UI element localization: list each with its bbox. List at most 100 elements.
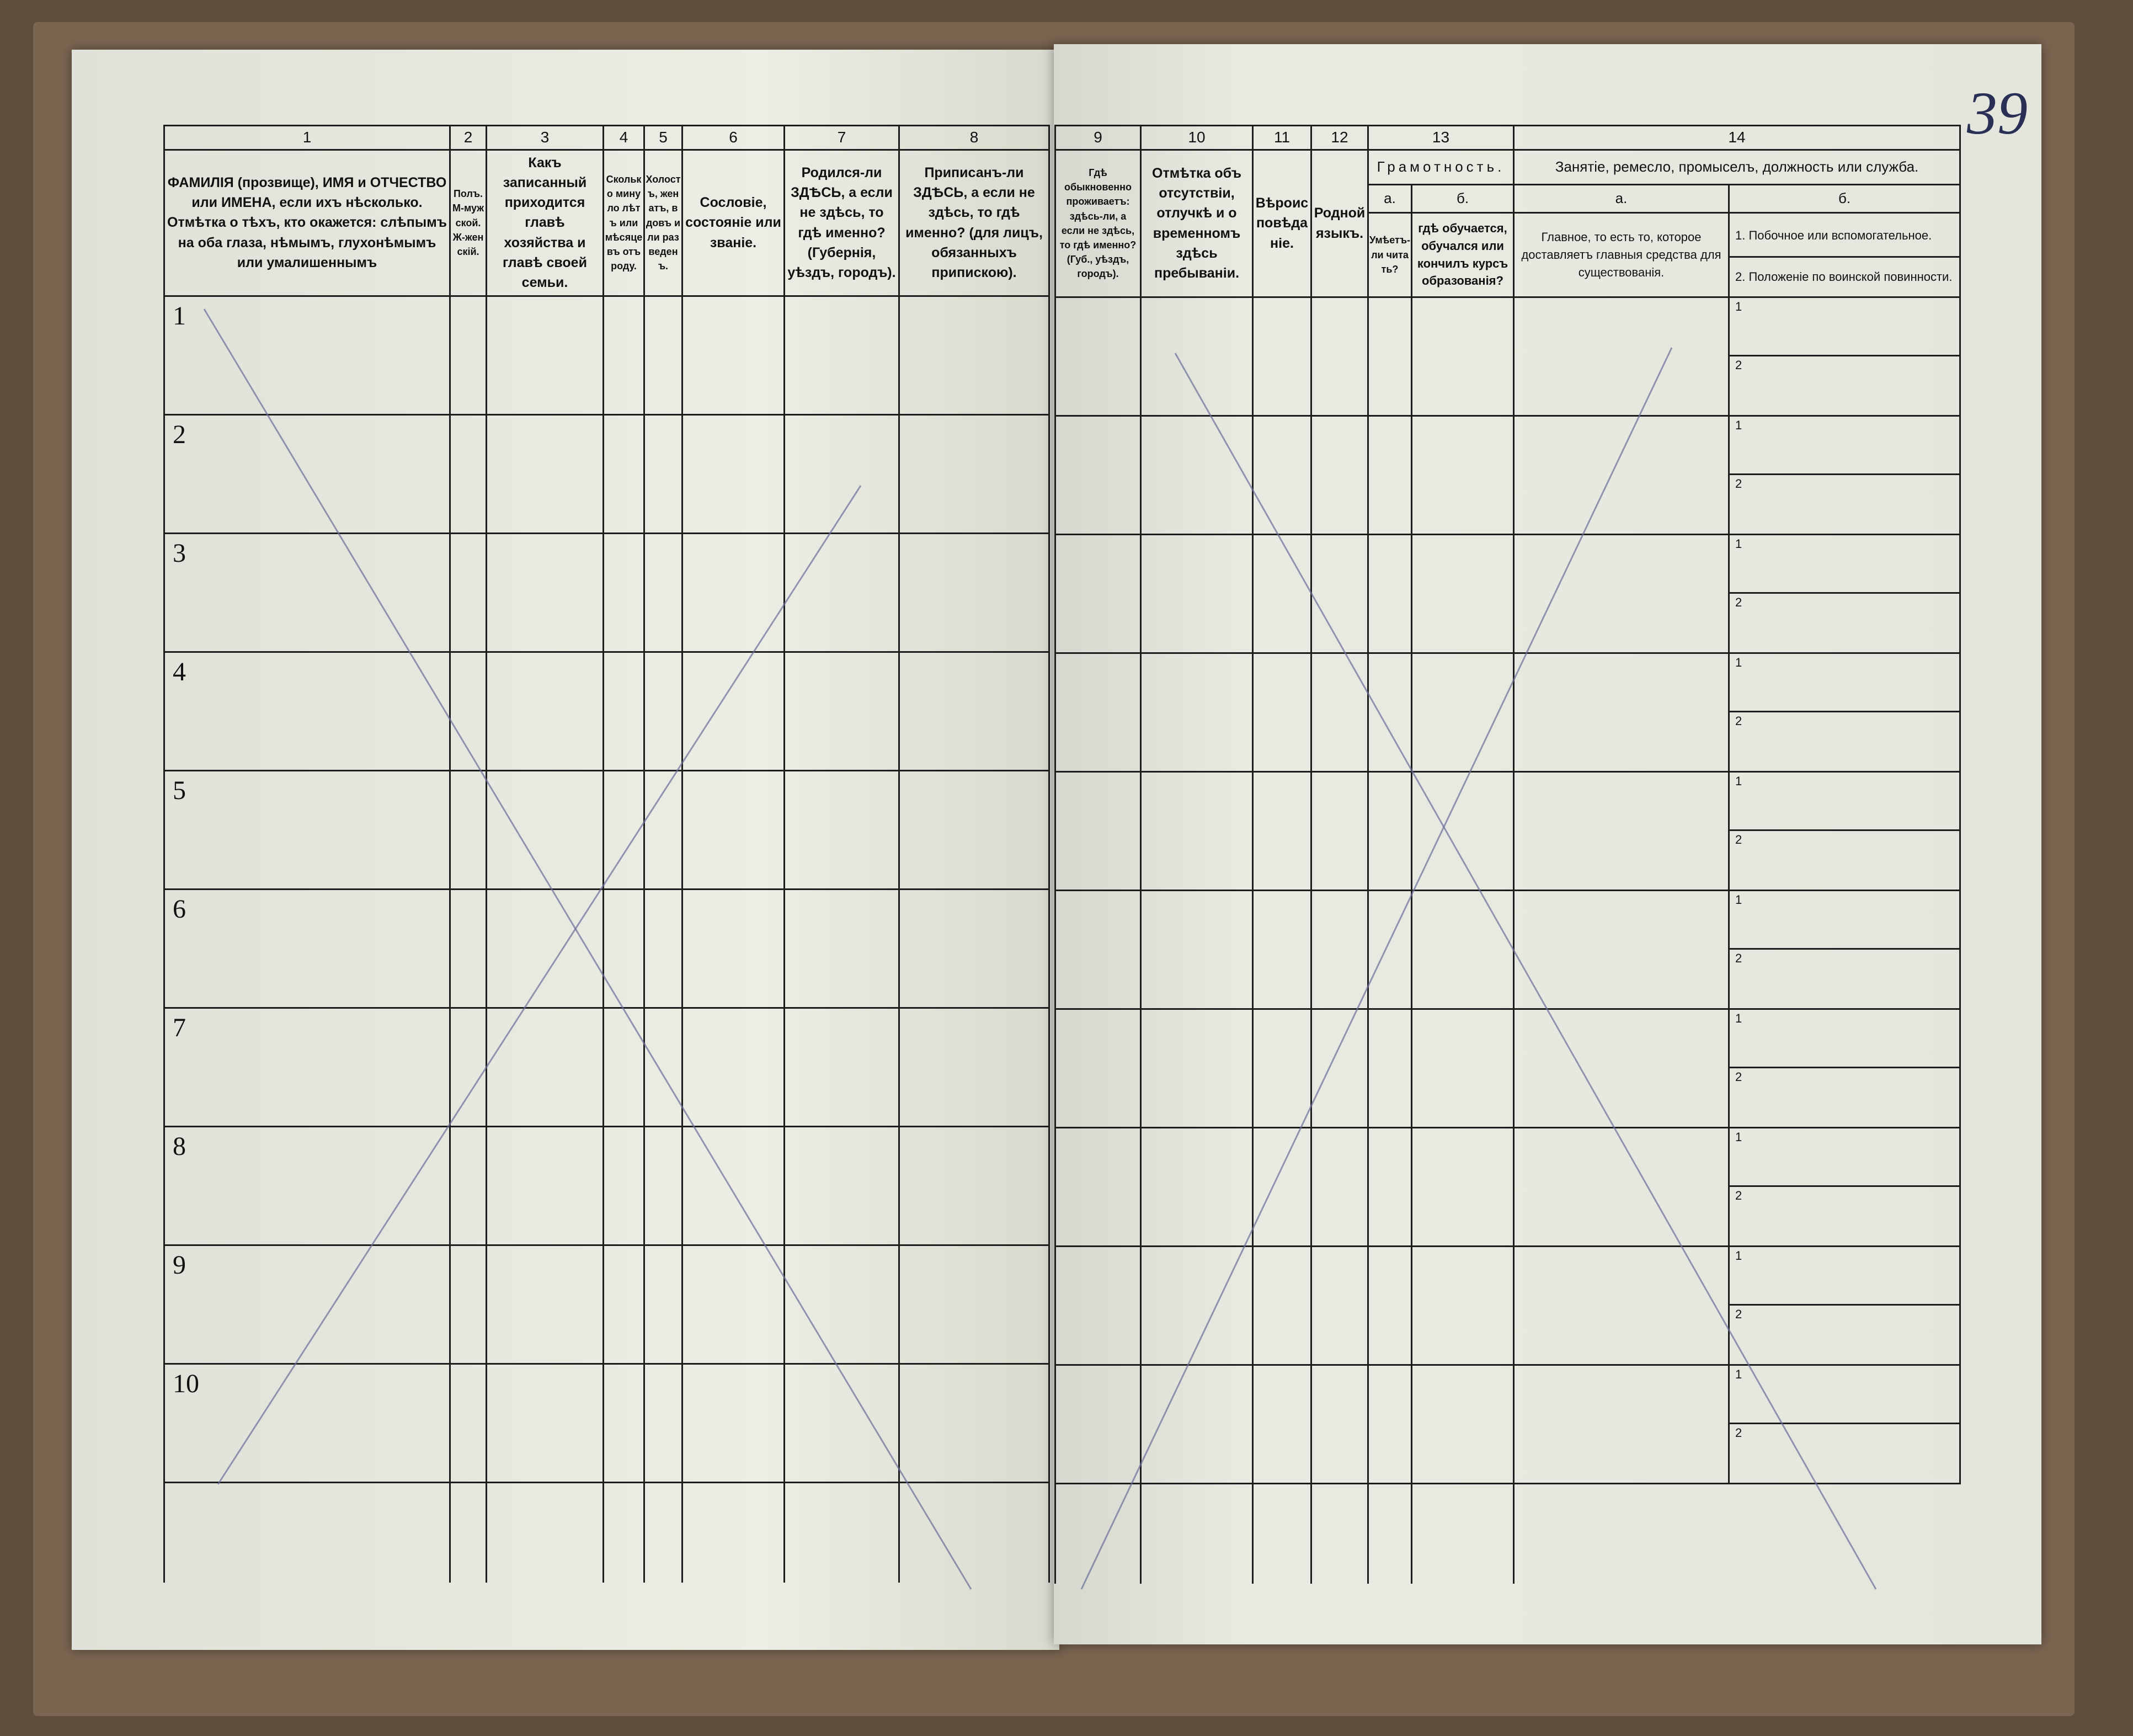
entry-cell[interactable] (602, 413, 645, 534)
entry-cell[interactable] (1140, 770, 1254, 891)
entry-cell[interactable] (783, 1125, 900, 1246)
entry-cell[interactable] (1252, 652, 1312, 773)
entry-cell[interactable] (602, 651, 645, 771)
entry-cell[interactable] (1367, 296, 1412, 417)
entry-cell[interactable] (643, 888, 683, 1009)
entry-cell[interactable] (1054, 652, 1142, 773)
entry-cell[interactable] (1513, 1245, 1730, 1366)
entry-cell[interactable]: 8 (163, 1125, 451, 1246)
entry-cell[interactable] (1367, 533, 1412, 654)
entry-cell[interactable] (898, 888, 1050, 1009)
entry-cell[interactable] (1140, 296, 1254, 417)
entry-cell[interactable] (1310, 1126, 1369, 1247)
entry-cell[interactable] (643, 1007, 683, 1127)
entry-cell[interactable] (1367, 770, 1412, 891)
entry-cell[interactable] (1140, 1245, 1254, 1366)
entry-cell[interactable]: 7 (163, 1007, 451, 1127)
sub-entry[interactable]: 2 (1735, 1069, 1742, 1084)
entry-cell[interactable] (898, 1125, 1050, 1246)
entry-cell[interactable] (898, 532, 1050, 653)
entry-cell[interactable] (486, 1007, 604, 1127)
entry-cell[interactable] (1140, 1364, 1254, 1484)
entry-cell[interactable] (602, 1007, 645, 1127)
entry-cell[interactable] (783, 1362, 900, 1483)
entry-cell[interactable] (783, 295, 900, 416)
entry-cell[interactable] (1411, 296, 1515, 417)
entry-cell[interactable] (449, 1244, 487, 1365)
entry-cell[interactable] (681, 413, 785, 534)
entry-cell[interactable]: 5 (163, 769, 451, 890)
entry-cell[interactable] (1252, 533, 1312, 654)
entry-cell[interactable] (1411, 533, 1515, 654)
entry-cell[interactable] (643, 532, 683, 653)
entry-cell[interactable] (1054, 1364, 1142, 1484)
entry-cell[interactable] (783, 532, 900, 653)
sub-entry[interactable]: 1 (1730, 1010, 1959, 1068)
entry-cell[interactable] (1140, 1126, 1254, 1247)
entry-cell[interactable] (602, 1362, 645, 1483)
entry-cell[interactable] (1140, 889, 1254, 1010)
entry-cell[interactable] (1367, 1364, 1412, 1484)
sub-entry[interactable]: 2 (1735, 1188, 1742, 1202)
entry-cell[interactable] (1367, 889, 1412, 1010)
entry-cell[interactable] (681, 769, 785, 890)
entry-cell[interactable] (783, 413, 900, 534)
entry-cell[interactable] (1513, 889, 1730, 1010)
entry-cell[interactable] (681, 1007, 785, 1127)
entry-cell[interactable]: 2 (163, 413, 451, 534)
sub-entry[interactable]: 1 (1730, 1366, 1959, 1424)
entry-cell[interactable] (1513, 652, 1730, 773)
entry-cell[interactable]: 6 (163, 888, 451, 1009)
entry-cell[interactable] (1310, 296, 1369, 417)
entry-cell[interactable] (1310, 770, 1369, 891)
entry-cell[interactable] (783, 1244, 900, 1365)
entry-cell[interactable] (1411, 652, 1515, 773)
sub-entry[interactable]: 2 (1735, 1425, 1742, 1440)
entry-cell[interactable] (602, 532, 645, 653)
entry-cell[interactable] (1367, 414, 1412, 535)
entry-cell[interactable] (486, 651, 604, 771)
sub-entry[interactable]: 1 (1730, 654, 1959, 712)
entry-cell[interactable] (1411, 414, 1515, 535)
entry-cell[interactable] (1513, 1126, 1730, 1247)
entry-cell[interactable] (1411, 770, 1515, 891)
entry-cell[interactable] (486, 413, 604, 534)
entry-cell[interactable] (1513, 296, 1730, 417)
entry-cell[interactable] (602, 1244, 645, 1365)
entry-cell[interactable] (681, 295, 785, 416)
sub-entry[interactable]: 1 (1730, 1248, 1959, 1306)
entry-cell[interactable] (681, 532, 785, 653)
entry-cell[interactable] (449, 413, 487, 534)
entry-cell[interactable] (898, 1244, 1050, 1365)
entry-cell[interactable] (1310, 889, 1369, 1010)
entry-cell[interactable] (1411, 1126, 1515, 1247)
entry-cell[interactable] (1310, 533, 1369, 654)
entry-cell[interactable] (486, 295, 604, 416)
entry-cell[interactable] (1367, 1008, 1412, 1128)
entry-cell[interactable] (1252, 296, 1312, 417)
entry-cell[interactable] (681, 1125, 785, 1246)
entry-cell[interactable] (1252, 770, 1312, 891)
entry-cell[interactable] (643, 295, 683, 416)
entry-cell[interactable] (898, 295, 1050, 416)
entry-cell[interactable] (643, 1362, 683, 1483)
sub-entry[interactable]: 2 (1735, 1307, 1742, 1321)
entry-cell[interactable] (1140, 652, 1254, 773)
entry-cell[interactable] (681, 651, 785, 771)
entry-cell[interactable] (1367, 1126, 1412, 1247)
entry-cell[interactable] (681, 1362, 785, 1483)
entry-cell[interactable] (783, 1007, 900, 1127)
entry-cell[interactable]: 9 (163, 1244, 451, 1365)
entry-cell[interactable] (783, 769, 900, 890)
entry-cell[interactable] (1411, 1364, 1515, 1484)
entry-cell[interactable] (1140, 414, 1254, 535)
entry-cell[interactable] (1252, 1008, 1312, 1128)
entry-cell[interactable] (1411, 1245, 1515, 1366)
